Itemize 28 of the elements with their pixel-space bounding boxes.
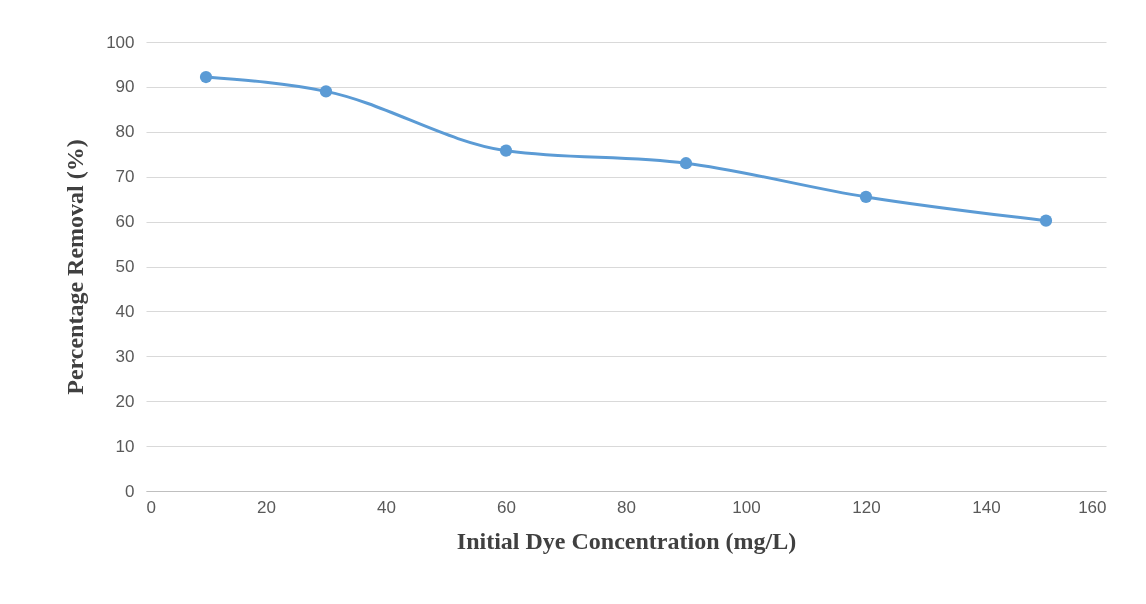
y-tick-label: 20 [115,391,135,411]
y-tick-label: 40 [115,301,135,321]
point [499,144,513,157]
y-axis-title: Percentage Removal (%) [62,139,89,395]
x-tick-label: 80 [617,497,636,517]
y-tick-label: 90 [115,77,135,97]
y-tick-label: 100 [106,32,135,52]
x-tick-label: 120 [852,497,881,517]
x-tick-label: 20 [257,497,276,517]
y-tick-label: 50 [115,257,135,276]
point [1039,214,1053,227]
point [199,70,213,84]
y-tick-label: 70 [115,167,135,187]
x-tick-label: 100 [732,497,761,517]
x-tick-label: 40 [377,497,396,517]
y-tick-label: 60 [115,212,135,232]
y-tick-label: 30 [115,346,135,366]
y-tick-label: 80 [115,122,135,142]
y-tick-label: 10 [115,436,135,456]
point [679,157,693,170]
y-tick-label: 0 [125,481,135,501]
point [319,85,333,98]
x-axis-title: Initial Dye Concentration (mg/L) [456,527,797,554]
x-tick-label: 0 [146,497,156,517]
x-tick-label: 60 [497,497,516,517]
point [859,190,873,204]
x-tick-label: 140 [972,497,1001,517]
x-tick-label: 160 [1078,497,1107,517]
